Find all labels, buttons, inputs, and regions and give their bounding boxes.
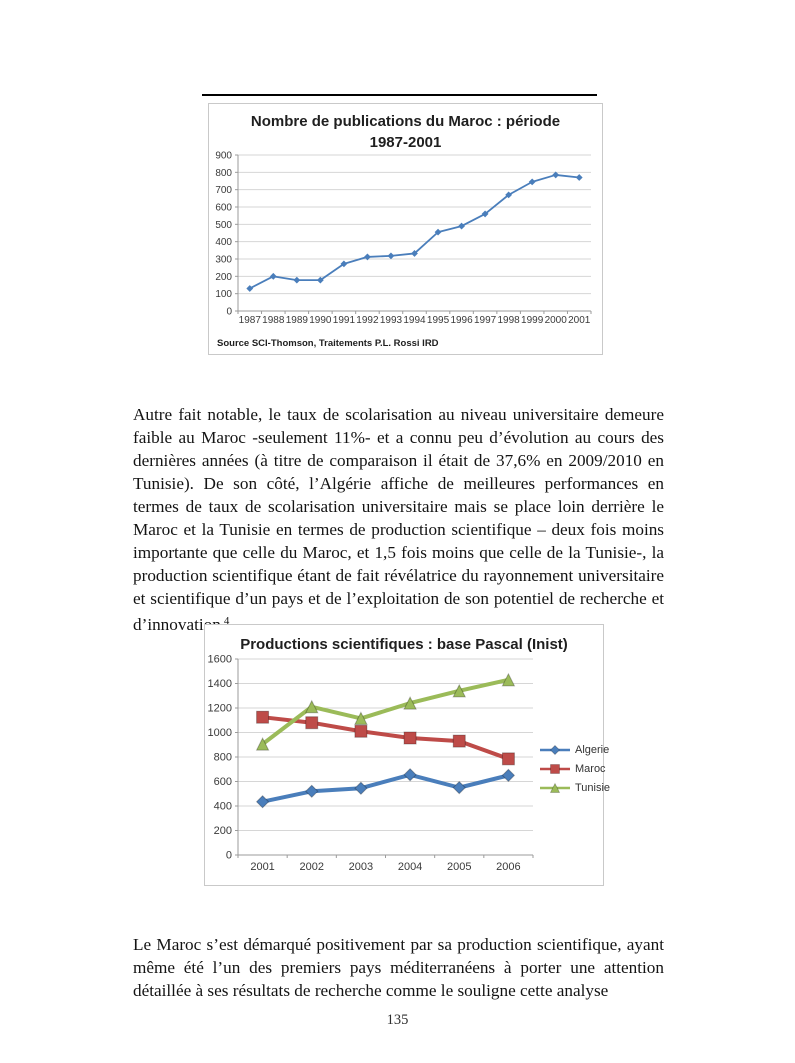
svg-text:1998: 1998	[498, 315, 521, 326]
svg-text:400: 400	[215, 237, 232, 248]
svg-text:2001: 2001	[250, 861, 274, 873]
svg-text:500: 500	[215, 220, 232, 231]
paragraph-2: Le Maroc s’est démarqué positivement par…	[133, 935, 664, 1001]
svg-text:1992: 1992	[356, 315, 379, 326]
footnote-ref-4: 4	[223, 615, 230, 628]
paragraph-1: Autre fait notable, le taux de scolarisa…	[133, 403, 664, 636]
svg-text:1400: 1400	[208, 678, 232, 690]
svg-text:2000: 2000	[545, 315, 568, 326]
svg-text:100: 100	[215, 289, 232, 300]
svg-text:2003: 2003	[349, 861, 373, 873]
chart1-title-line2: 1987-2001	[369, 134, 442, 151]
svg-text:0: 0	[226, 307, 232, 318]
chart2-plot: 0 200 400 600 800 1000 1200 1400 1600 2001 2002 200…	[208, 654, 534, 873]
svg-text:1991: 1991	[333, 315, 356, 326]
svg-text:2001: 2001	[568, 315, 591, 326]
chart1-title-line1: Nombre de publications du Maroc : périod…	[250, 113, 561, 130]
svg-text:1990: 1990	[309, 315, 332, 326]
figure-top-rule	[202, 94, 597, 96]
legend-item-maroc: Maroc	[539, 762, 610, 776]
svg-text:1997: 1997	[474, 315, 497, 326]
svg-text:2005: 2005	[447, 861, 471, 873]
legend-item-algerie: Algerie	[539, 743, 610, 757]
legend-label: Tunisie	[575, 782, 611, 794]
svg-text:1987: 1987	[239, 315, 262, 326]
svg-text:900: 900	[215, 151, 232, 162]
svg-text:1994: 1994	[403, 315, 426, 326]
svg-text:600: 600	[214, 776, 232, 788]
svg-text:1000: 1000	[208, 727, 232, 739]
legend-label: Maroc	[575, 763, 606, 775]
svg-text:700: 700	[215, 185, 232, 196]
legend-label: Algerie	[575, 744, 610, 756]
chart1-plot: 0 100 200 300 400 500 600 700 800 900 1987 1988 1989…	[215, 151, 592, 326]
legend-square-marker-icon	[540, 764, 570, 774]
chart2-legend: Algerie Maroc Tunisie	[539, 743, 610, 795]
legend-triangle-marker-icon	[540, 782, 570, 793]
paragraph-1-text: Autre fait notable, le taux de scolarisa…	[133, 405, 664, 635]
chart2-title: Productions scientifiques : base Pascal …	[240, 636, 568, 653]
svg-text:800: 800	[215, 168, 232, 179]
svg-text:1999: 1999	[521, 315, 544, 326]
svg-text:1989: 1989	[286, 315, 309, 326]
legend-diamond-marker-icon	[540, 744, 570, 756]
svg-text:1993: 1993	[380, 315, 403, 326]
svg-text:200: 200	[214, 825, 232, 837]
svg-text:2006: 2006	[496, 861, 520, 873]
chart1-source-note: Source SCI-Thomson, Traitements P.L. Ros…	[217, 338, 439, 349]
svg-text:300: 300	[215, 255, 232, 266]
svg-text:1600: 1600	[208, 654, 232, 666]
chart2-figure: Productions scientifiques : base Pascal …	[204, 624, 610, 886]
svg-text:2002: 2002	[300, 861, 324, 873]
svg-text:200: 200	[215, 272, 232, 283]
svg-text:0: 0	[226, 850, 232, 862]
page-number: 135	[386, 1012, 409, 1028]
svg-text:1200: 1200	[208, 703, 232, 715]
svg-text:800: 800	[214, 752, 232, 764]
svg-text:1996: 1996	[450, 315, 473, 326]
chart1-title: Nombre de publications du Maroc : périod…	[209, 111, 602, 153]
chart1-figure: Nombre de publications du Maroc : périod…	[208, 103, 603, 355]
svg-text:1988: 1988	[262, 315, 285, 326]
legend-item-tunisie: Tunisie	[539, 781, 610, 795]
svg-text:400: 400	[214, 801, 232, 813]
svg-text:2004: 2004	[398, 861, 422, 873]
svg-text:600: 600	[215, 203, 232, 214]
svg-text:1995: 1995	[427, 315, 450, 326]
